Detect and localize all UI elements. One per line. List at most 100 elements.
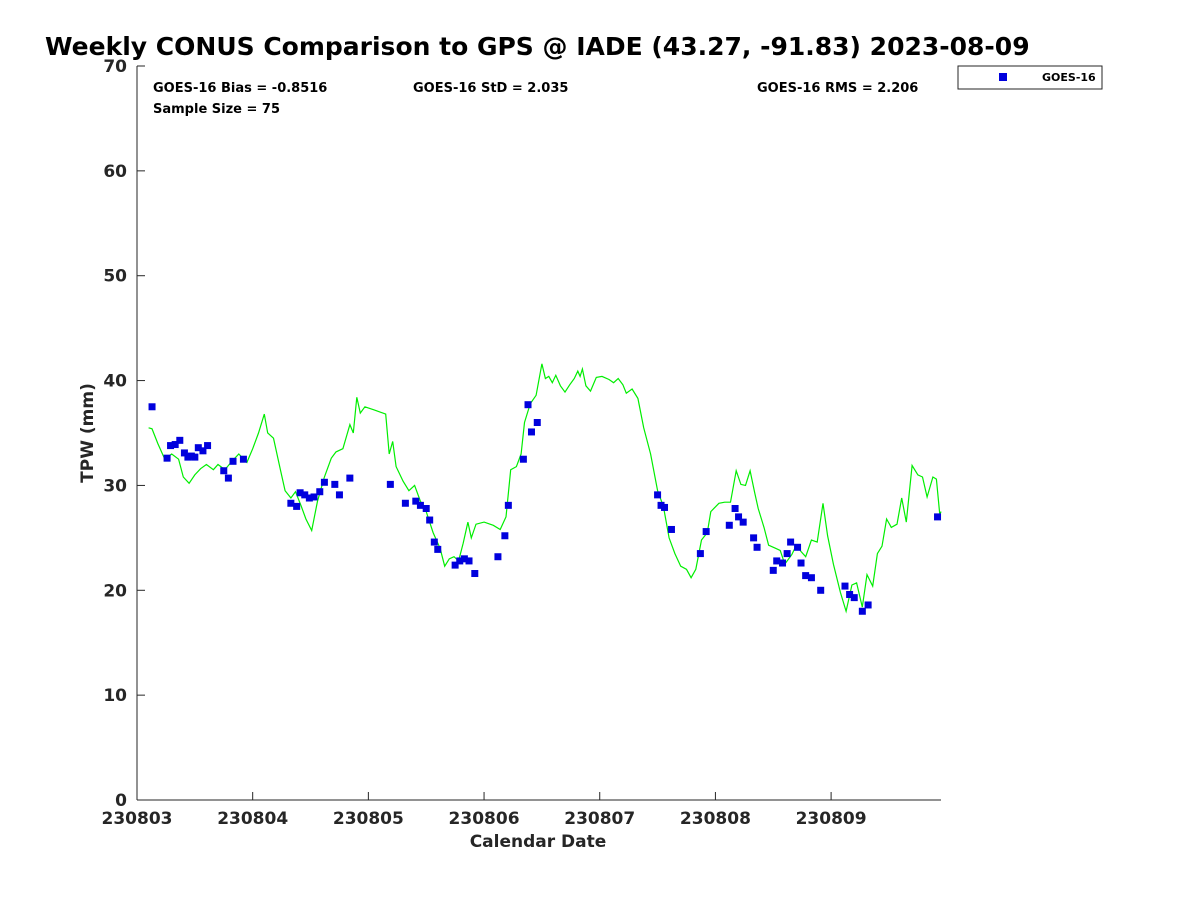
chart-title: Weekly CONUS Comparison to GPS @ IADE (4… xyxy=(45,32,1030,61)
goes16-point xyxy=(731,504,739,512)
goes16-point xyxy=(239,455,247,463)
goes16-point xyxy=(864,601,872,609)
goes16-point xyxy=(471,570,479,578)
goes16-point xyxy=(501,532,509,540)
y-tick-label: 10 xyxy=(103,686,127,706)
goes16-point xyxy=(167,442,175,450)
goes16-point xyxy=(934,513,942,521)
goes16-point xyxy=(494,553,502,561)
goes16-point xyxy=(386,480,394,488)
goes16-point xyxy=(191,453,199,461)
goes16-point xyxy=(199,447,207,455)
legend-box xyxy=(957,65,1103,90)
goes16-point xyxy=(802,572,810,580)
legend: GOES-16 xyxy=(957,65,1103,90)
goes16-point xyxy=(220,467,228,475)
goes16-point xyxy=(794,543,802,551)
goes16-point xyxy=(194,444,202,452)
goes16-point xyxy=(527,428,535,436)
goes16-point xyxy=(171,441,179,449)
goes16-point xyxy=(753,543,761,551)
goes16-point xyxy=(204,442,212,450)
x-tick-label: 230808 xyxy=(680,809,751,829)
goes16-point xyxy=(787,538,795,546)
legend-marker-goes16 xyxy=(999,73,1007,81)
goes16-point xyxy=(293,502,301,510)
y-tick-label: 20 xyxy=(103,581,127,601)
y-tick-label: 60 xyxy=(103,162,127,182)
stat-std: GOES-16 StD = 2.035 xyxy=(413,81,568,96)
x-tick-label: 230809 xyxy=(796,809,867,829)
goes16-point xyxy=(807,574,815,582)
goes16-point xyxy=(654,491,662,499)
goes16-point xyxy=(320,478,328,486)
x-tick-label: 230804 xyxy=(217,809,288,829)
x-tick-label: 230806 xyxy=(449,809,520,829)
goes16-point xyxy=(224,474,232,482)
goes16-point xyxy=(773,557,781,565)
goes16-point xyxy=(310,493,318,501)
goes16-point xyxy=(533,419,541,427)
goes16-point xyxy=(696,550,704,558)
goes16-point xyxy=(331,480,339,488)
y-tick-label: 70 xyxy=(103,57,127,77)
goes16-point xyxy=(667,525,675,533)
plot-area xyxy=(136,66,941,801)
series-layer xyxy=(148,363,942,615)
goes16-point xyxy=(180,449,188,457)
goes16-point xyxy=(661,503,669,511)
goes16-point xyxy=(163,454,171,462)
goes16-point xyxy=(524,401,532,409)
y-tick-label: 40 xyxy=(103,372,127,392)
y-axis-label: TPW (mm) xyxy=(78,383,98,483)
goes16-point xyxy=(346,474,354,482)
gps-line xyxy=(148,363,942,614)
stat-sample-size: Sample Size = 75 xyxy=(153,102,280,117)
goes16-point xyxy=(430,538,438,546)
y-tick-label: 0 xyxy=(115,791,127,811)
goes16-point xyxy=(841,582,849,590)
x-ticks: 230803 230804 230805 230806 230807 230808 2308… xyxy=(102,792,867,829)
x-tick-label: 230805 xyxy=(333,809,404,829)
goes16-point xyxy=(817,586,825,594)
goes16-point xyxy=(702,528,710,536)
goes16-point xyxy=(769,566,777,574)
y-ticks: 0 10 20 30 40 50 60 70 xyxy=(103,57,145,811)
goes16-point xyxy=(783,550,791,558)
goes16-point xyxy=(504,501,512,509)
goes16-point xyxy=(456,557,464,565)
x-axis-label: Calendar Date xyxy=(470,832,607,852)
goes16-point xyxy=(735,513,743,521)
goes16-point xyxy=(850,594,858,602)
goes16-point xyxy=(451,561,459,569)
goes16-point xyxy=(750,534,758,542)
goes16-point xyxy=(460,555,468,563)
goes16-point xyxy=(412,497,420,505)
goes16-point xyxy=(426,516,434,524)
goes16-point xyxy=(176,436,184,444)
legend-label-goes16: GOES-16 xyxy=(1042,71,1096,84)
goes16-point xyxy=(401,499,409,507)
goes16-point xyxy=(739,518,747,526)
goes16-point xyxy=(148,403,156,411)
goes16-point xyxy=(335,491,343,499)
goes16-point xyxy=(846,590,854,598)
y-tick-label: 50 xyxy=(103,267,127,287)
goes16-point xyxy=(305,494,313,502)
goes16-point xyxy=(316,488,324,496)
goes16-point xyxy=(797,559,805,567)
goes16-point xyxy=(779,559,787,567)
goes16-point xyxy=(858,607,866,615)
goes16-point xyxy=(287,499,295,507)
y-tick-label: 30 xyxy=(103,476,127,496)
goes16-point xyxy=(416,501,424,509)
x-tick-label: 230807 xyxy=(564,809,635,829)
goes16-point xyxy=(422,504,430,512)
goes16-point xyxy=(465,557,473,565)
goes16-point xyxy=(725,521,733,529)
goes16-point xyxy=(296,489,304,497)
x-tick-label: 230803 xyxy=(102,809,173,829)
stat-rms: GOES-16 RMS = 2.206 xyxy=(757,81,918,96)
